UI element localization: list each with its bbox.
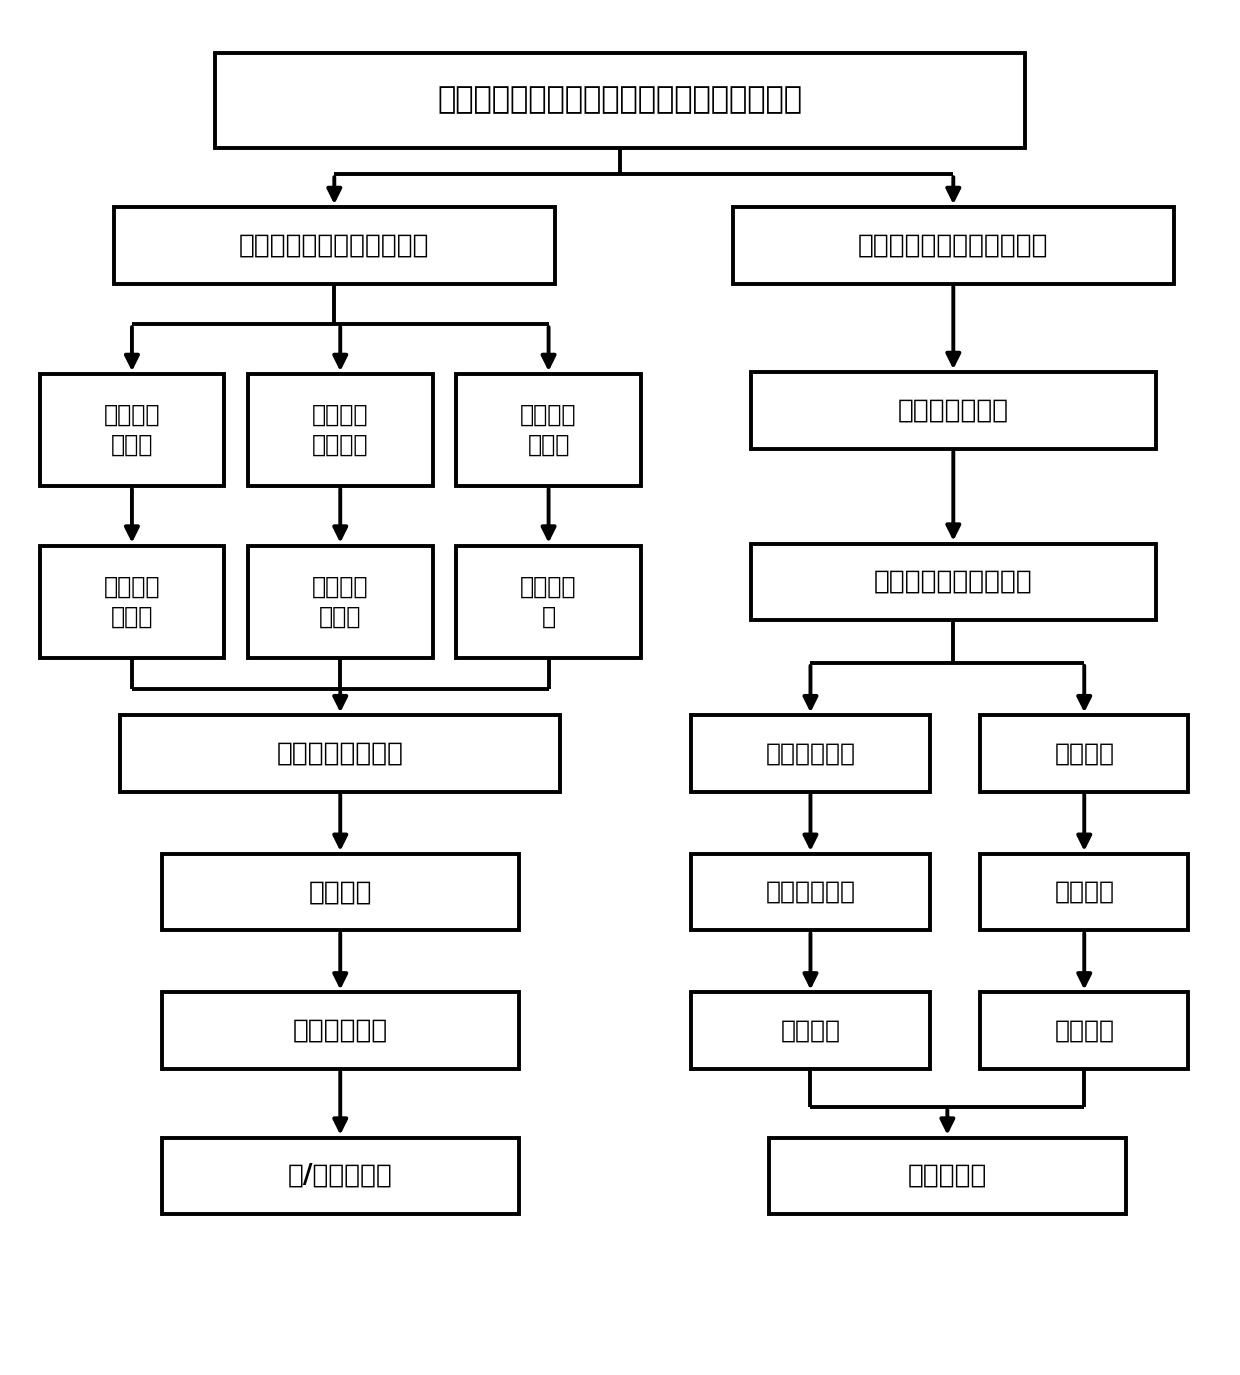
Text: 残差信号预处理: 残差信号预处理 [898, 397, 1009, 423]
Bar [114, 208, 554, 283]
Bar [456, 546, 641, 657]
Text: 反馈可完
全解耦: 反馈可完 全解耦 [104, 403, 160, 457]
Bar [161, 1137, 518, 1214]
Text: 石化装备闭环控制对故障诊断性能的影响研究: 石化装备闭环控制对故障诊断性能的影响研究 [438, 85, 802, 114]
Text: 概率密度分析: 概率密度分析 [293, 1018, 388, 1044]
Text: 闭环对故障可诊断性的影响: 闭环对故障可诊断性的影响 [858, 232, 1049, 258]
Bar [248, 374, 433, 487]
Text: 阈值选取: 阈值选取 [309, 879, 372, 905]
Bar [692, 993, 930, 1068]
Text: 鲁棒指标: 鲁棒指标 [1054, 741, 1115, 766]
Text: 未知观测
器设计: 未知观测 器设计 [104, 575, 160, 628]
Bar [216, 52, 1024, 147]
Bar [40, 374, 224, 487]
Bar [733, 208, 1173, 283]
Text: 统计特征信息: 统计特征信息 [765, 880, 856, 905]
Text: 最优化求解: 最优化求解 [908, 1163, 987, 1189]
Bar [161, 854, 518, 931]
Bar [161, 993, 518, 1068]
Text: 最小均方: 最小均方 [780, 1019, 841, 1042]
Bar [120, 715, 560, 792]
Bar [40, 546, 224, 657]
Text: 反馈不可
完全解耦: 反馈不可 完全解耦 [312, 403, 368, 457]
Text: 有/无监督学习: 有/无监督学习 [288, 1163, 393, 1189]
Bar [692, 715, 930, 792]
Bar [751, 543, 1156, 620]
Bar [980, 854, 1188, 931]
Text: 最小方差指标: 最小方差指标 [765, 741, 856, 766]
Text: 递推黎卡
提方程: 递推黎卡 提方程 [312, 575, 368, 628]
Bar [692, 854, 930, 931]
Text: 闭环对故障诊断机理的影响: 闭环对故障诊断机理的影响 [239, 232, 429, 258]
Text: 柯西不等
式: 柯西不等 式 [521, 575, 577, 628]
Bar [980, 993, 1188, 1068]
Bar [456, 374, 641, 487]
Bar [751, 373, 1156, 448]
Text: 反馈控制影响优化调整: 反馈控制影响优化调整 [874, 569, 1033, 595]
Bar [248, 546, 433, 657]
Text: 结构矩阵: 结构矩阵 [1054, 880, 1115, 905]
Text: 残酷评价函数修正: 残酷评价函数修正 [277, 741, 404, 766]
Bar [769, 1137, 1126, 1214]
Bar [980, 715, 1188, 792]
Text: 无穷范数: 无穷范数 [1054, 1019, 1115, 1042]
Text: 检测时延
抗扰动: 检测时延 抗扰动 [521, 403, 577, 457]
